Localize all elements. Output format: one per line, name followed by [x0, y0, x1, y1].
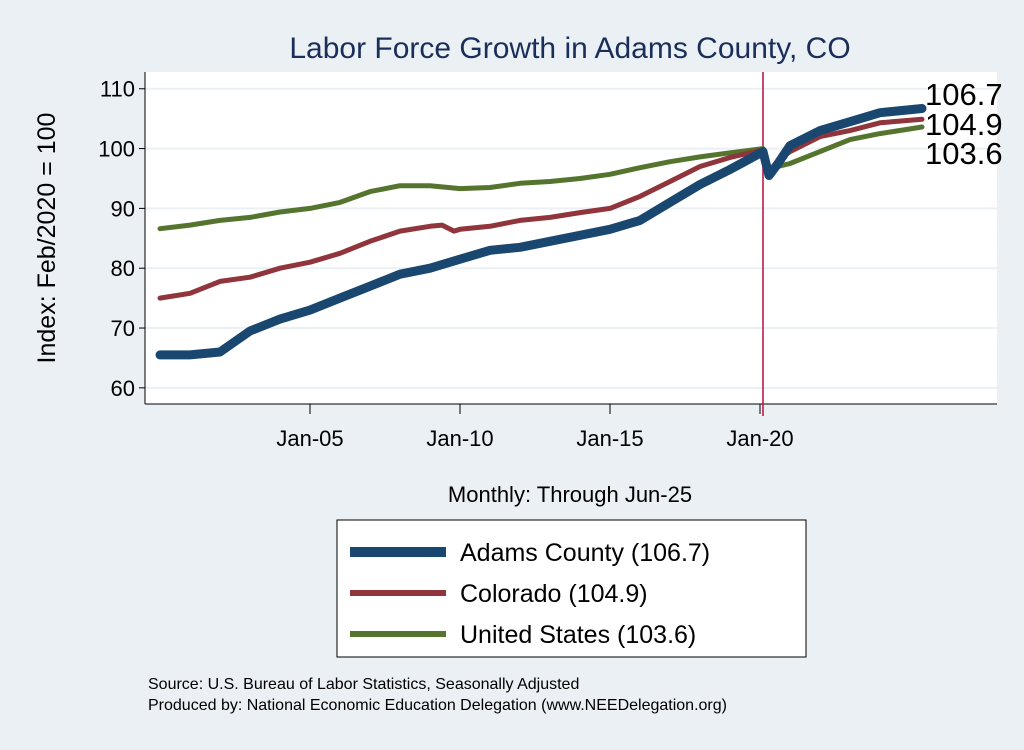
chart-title: Labor Force Growth in Adams County, CO [289, 32, 850, 65]
footer-source: Source: U.S. Bureau of Labor Statistics,… [148, 676, 579, 693]
y-tick-label: 80 [111, 256, 135, 281]
legend-label: Colorado (104.9) [460, 580, 648, 608]
legend-label: Adams County (106.7) [460, 539, 710, 567]
x-tick-label: Jan-10 [426, 426, 493, 451]
end-value-label: 106.7 [925, 77, 1003, 112]
y-tick-label: 100 [98, 137, 135, 162]
series-line [157, 124, 925, 232]
y-tick-label: 70 [111, 316, 135, 341]
legend-label: United States (103.6) [460, 621, 696, 649]
x-axis-label: Monthly: Through Jun-25 [448, 482, 692, 507]
y-axis-label: Index: Feb/2020 = 100 [33, 113, 61, 364]
y-tick-label: 110 [100, 77, 135, 102]
end-value-label: 103.6 [925, 136, 1003, 171]
footer-produced: Produced by: National Economic Education… [148, 697, 727, 714]
x-tick-label: Jan-05 [276, 426, 343, 451]
x-tick-label: Jan-15 [576, 426, 643, 451]
x-tick-label: Jan-20 [726, 426, 793, 451]
y-tick-label: 60 [111, 376, 135, 401]
series-line [155, 104, 927, 360]
end-value-label: 104.9 [925, 107, 1003, 142]
y-tick-label: 90 [111, 196, 135, 221]
